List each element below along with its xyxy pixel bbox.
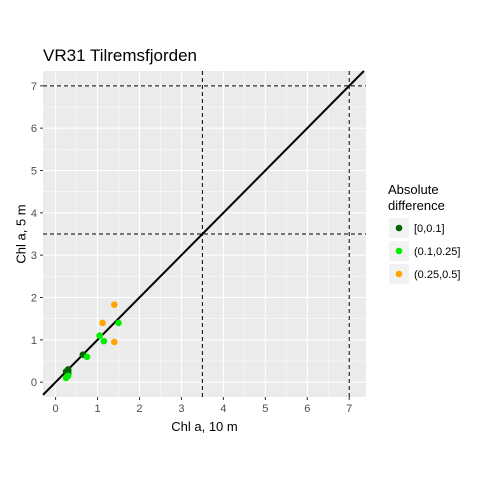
data-point — [111, 301, 118, 309]
y-tick-label: 7 — [31, 81, 37, 93]
x-tick-label: 6 — [304, 403, 310, 415]
x-tick-label: 5 — [262, 403, 268, 415]
legend-key-marker — [395, 224, 403, 232]
legend-key-marker — [395, 247, 403, 255]
x-tick-label: 0 — [53, 403, 59, 415]
x-tick-label: 2 — [136, 403, 142, 415]
x-tick-label: 7 — [346, 403, 352, 415]
y-tick-label: 4 — [31, 208, 37, 220]
y-tick-label: 3 — [31, 250, 37, 262]
x-axis-ticks: 0 1 2 3 4 5 6 7 — [53, 397, 352, 415]
y-axis-ticks: 0 1 2 3 4 5 6 7 — [31, 81, 43, 389]
legend-label: (0.1,0.25] — [414, 246, 460, 258]
legend-label: [0,0.1] — [414, 223, 445, 235]
legend: Absolute difference [0,0.1] (0.1,0.25] (0.… — [388, 182, 460, 284]
x-tick-label: 3 — [178, 403, 184, 415]
y-tick-label: 6 — [31, 123, 37, 135]
y-tick-label: 2 — [31, 293, 37, 305]
legend-entries: [0,0.1] (0.1,0.25] (0.25,0.5] — [389, 218, 460, 284]
data-point — [100, 337, 108, 345]
x-tick-label: 1 — [94, 403, 100, 415]
legend-key-marker — [395, 270, 403, 278]
identity-line — [42, 70, 365, 396]
data-point — [83, 353, 91, 361]
chart-title: VR31 Tilremsfjorden — [43, 46, 197, 65]
x-tick-label: 4 — [220, 403, 226, 415]
data-point — [62, 374, 70, 382]
y-tick-label: 0 — [31, 377, 37, 389]
y-tick-label: 1 — [31, 335, 37, 347]
legend-title-line2: difference — [388, 198, 445, 213]
legend-title-line1: Absolute — [388, 182, 439, 197]
x-axis-title: Chl a, 10 m — [171, 419, 237, 434]
data-point — [111, 338, 118, 346]
data-point — [99, 319, 106, 327]
data-point — [96, 332, 103, 339]
data-point — [115, 319, 122, 327]
data-points — [62, 301, 122, 382]
legend-label: (0.25,0.5] — [414, 269, 460, 281]
y-axis-title: Chl a, 5 m — [14, 204, 29, 263]
y-tick-label: 5 — [31, 165, 37, 177]
